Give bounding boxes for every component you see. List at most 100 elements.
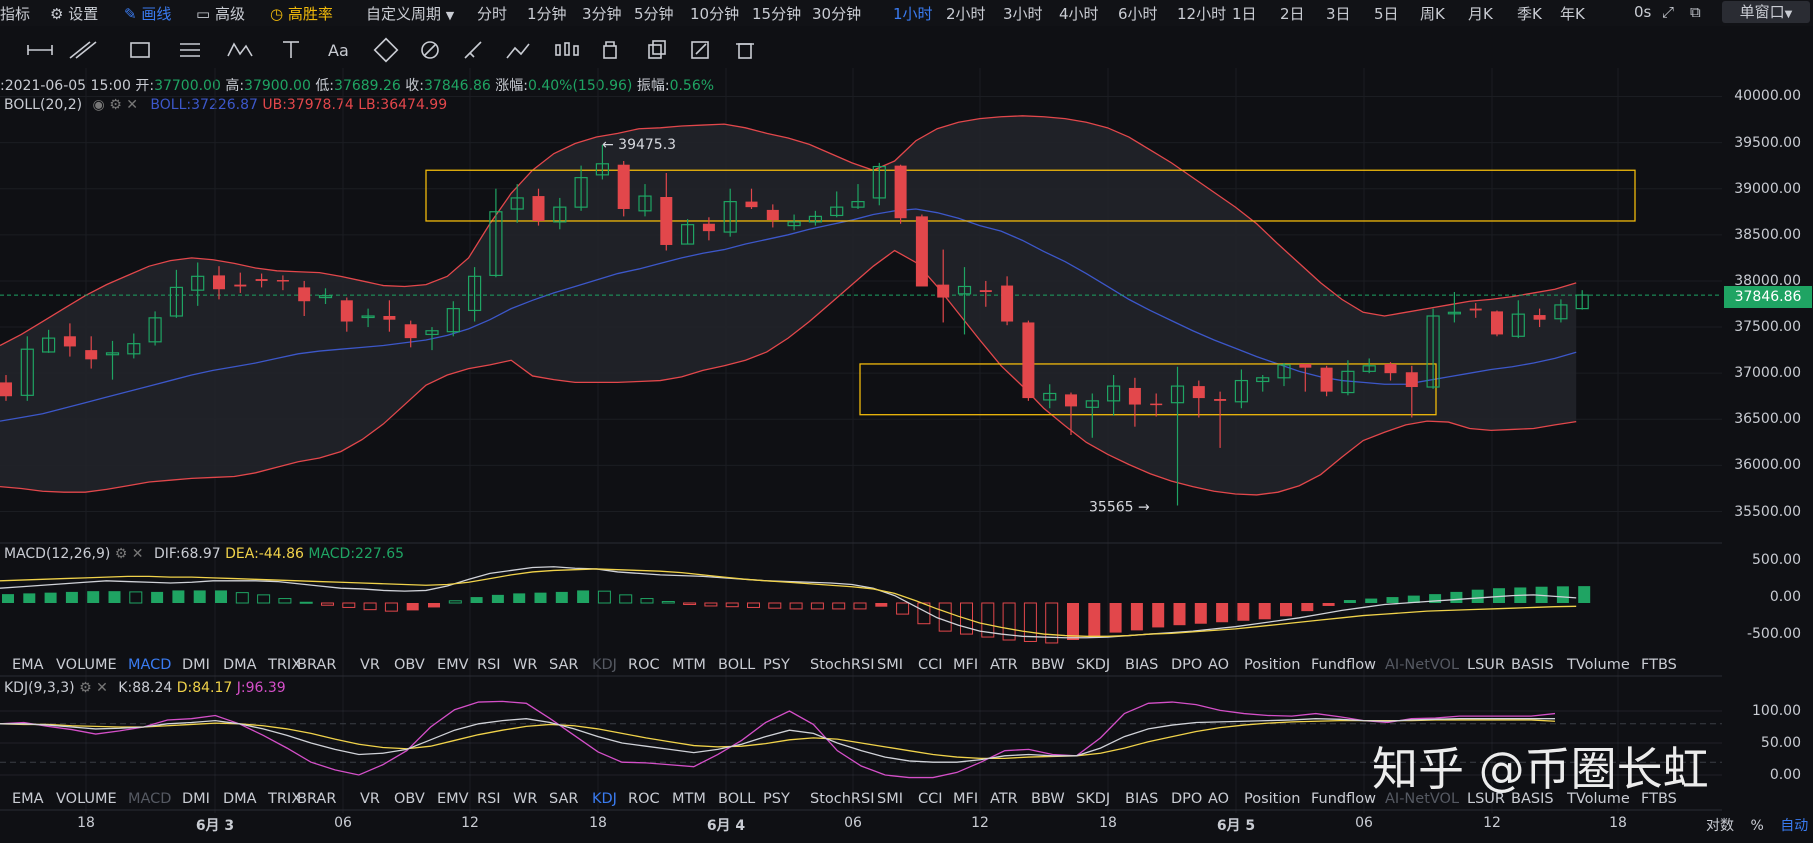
indicator-tab-vr[interactable]: VR	[360, 791, 380, 807]
indicator-tab-lsur[interactable]: LSUR	[1467, 657, 1505, 673]
period-18[interactable]: 月K	[1468, 5, 1493, 23]
indicator-tab-volume[interactable]: VOLUME	[56, 657, 117, 673]
indicator-tab-smi[interactable]: SMI	[877, 791, 903, 807]
indicator-tab-psy[interactable]: PSY	[763, 791, 790, 807]
percent-scale-button[interactable]: %	[1750, 818, 1764, 834]
indicator-tab-bias[interactable]: BIAS	[1125, 791, 1159, 807]
indicator-tab-basis[interactable]: BASIS	[1511, 657, 1554, 673]
parallel-line-tool-icon[interactable]	[69, 41, 97, 59]
period-8[interactable]: 2小时	[946, 5, 986, 23]
period-1[interactable]: 1分钟	[527, 5, 567, 23]
font-tool-icon[interactable]: Aa	[328, 41, 349, 60]
period-16[interactable]: 5日	[1374, 5, 1399, 23]
advanced-button[interactable]: ▭ 高级	[196, 5, 245, 23]
custom-period-dropdown[interactable]: 自定义周期 ▼	[366, 5, 455, 23]
text-tool-icon[interactable]	[283, 41, 299, 58]
indicator-tab-basis[interactable]: BASIS	[1511, 791, 1554, 807]
indicator-tab-ai-netvol[interactable]: AI-NetVOL	[1385, 791, 1460, 807]
indicator-tab-trix[interactable]: TRIX	[268, 791, 302, 807]
indicator-tab-bias[interactable]: BIAS	[1125, 657, 1159, 673]
trash-icon[interactable]	[736, 43, 754, 59]
indicator-tab-lsur[interactable]: LSUR	[1467, 791, 1505, 807]
indicator-tab-wr[interactable]: WR	[513, 791, 538, 807]
indicator-tab-macd[interactable]: MACD	[128, 657, 172, 673]
period-7[interactable]: 1小时	[893, 5, 933, 23]
indicator-tab-cci[interactable]: CCI	[918, 791, 943, 807]
eye-icon[interactable]: ◉	[92, 97, 105, 113]
gear-icon[interactable]: ⚙	[109, 97, 122, 113]
indicators-button[interactable]: 指标	[0, 5, 31, 23]
indicator-tab-tvolume[interactable]: TVolume	[1567, 657, 1630, 673]
screenshot-icon[interactable]: ⧉	[1690, 3, 1701, 21]
indicator-tab-cci[interactable]: CCI	[918, 657, 943, 673]
indicator-tab-obv[interactable]: OBV	[394, 791, 425, 807]
indicator-tab-macd[interactable]: MACD	[128, 791, 172, 807]
channel-tool-icon[interactable]	[180, 43, 200, 57]
indicator-tab-skdj[interactable]: SKDJ	[1076, 657, 1111, 673]
period-14[interactable]: 2日	[1280, 5, 1305, 23]
close-icon[interactable]: ✕	[96, 680, 108, 696]
indicator-tab-skdj[interactable]: SKDJ	[1076, 791, 1111, 807]
settings-button[interactable]: ⚙ 设置	[50, 5, 99, 23]
indicator-tab-brar[interactable]: BRAR	[297, 657, 337, 673]
period-5[interactable]: 15分钟	[752, 5, 802, 23]
horizontal-line-tool-icon[interactable]	[27, 45, 53, 55]
indicator-tab-emv[interactable]: EMV	[437, 791, 469, 807]
ruler-tool-icon[interactable]	[464, 41, 482, 59]
indicator-tab-mtm[interactable]: MTM	[672, 791, 706, 807]
lock-tool-icon[interactable]	[603, 41, 617, 59]
period-3[interactable]: 5分钟	[634, 5, 674, 23]
indicator-tab-boll[interactable]: BOLL	[718, 791, 756, 807]
indicator-tab-dpo[interactable]: DPO	[1171, 657, 1203, 673]
indicator-tab-stochrsi[interactable]: StochRSI	[810, 791, 875, 807]
indicator-tab-roc[interactable]: ROC	[628, 657, 660, 673]
indicator-tab-bbw[interactable]: BBW	[1031, 657, 1065, 673]
indicator-tab-mtm[interactable]: MTM	[672, 657, 706, 673]
indicator-tab-dpo[interactable]: DPO	[1171, 791, 1203, 807]
indicator-tab-mfi[interactable]: MFI	[953, 791, 979, 807]
indicator-tab-dma[interactable]: DMA	[223, 657, 257, 673]
indicator-tab-roc[interactable]: ROC	[628, 791, 660, 807]
period-2[interactable]: 3分钟	[582, 5, 622, 23]
indicator-tab-ftbs[interactable]: FTBS	[1641, 791, 1677, 807]
indicator-tab-rsi[interactable]: RSI	[477, 657, 501, 673]
brush-tool-icon[interactable]	[506, 43, 530, 59]
candles-tool-icon[interactable]	[555, 42, 579, 56]
period-19[interactable]: 季K	[1517, 5, 1542, 23]
indicator-tab-position[interactable]: Position	[1244, 791, 1301, 807]
indicator-tab-volume[interactable]: VOLUME	[56, 791, 117, 807]
indicator-tab-wr[interactable]: WR	[513, 657, 538, 673]
indicator-tab-sar[interactable]: SAR	[549, 657, 579, 673]
winrate-button[interactable]: ◷ 高胜率	[270, 5, 333, 23]
fib-tool-icon[interactable]	[373, 37, 399, 63]
period-17[interactable]: 周K	[1420, 5, 1445, 23]
indicator-tab-tvolume[interactable]: TVolume	[1567, 791, 1630, 807]
magnet-tool-icon[interactable]	[421, 41, 439, 59]
draw-button[interactable]: ✎ 画线	[124, 5, 172, 23]
indicator-tab-atr[interactable]: ATR	[990, 791, 1018, 807]
window-mode-dropdown[interactable]: 单窗口▼	[1722, 1, 1810, 23]
period-9[interactable]: 3小时	[1003, 5, 1043, 23]
period-15[interactable]: 3日	[1326, 5, 1351, 23]
kline-chart[interactable]: ← 39475.3 35565 →	[0, 68, 1722, 813]
period-13[interactable]: 1日	[1232, 5, 1257, 23]
indicator-tab-position[interactable]: Position	[1244, 657, 1301, 673]
indicator-tab-emv[interactable]: EMV	[437, 657, 469, 673]
copy-tool-icon[interactable]	[648, 40, 666, 59]
period-12[interactable]: 12小时	[1177, 5, 1227, 23]
period-6[interactable]: 30分钟	[812, 5, 862, 23]
indicator-tab-atr[interactable]: ATR	[990, 657, 1018, 673]
period-0[interactable]: 分时	[477, 5, 508, 23]
indicator-tab-dmi[interactable]: DMI	[182, 657, 210, 673]
gear-icon[interactable]: ⚙	[114, 546, 128, 562]
period-11[interactable]: 6小时	[1118, 5, 1158, 23]
indicator-tab-obv[interactable]: OBV	[394, 657, 425, 673]
close-icon[interactable]: ✕	[126, 97, 138, 113]
indicator-tab-kdj[interactable]: KDJ	[592, 791, 617, 807]
edit-tool-icon[interactable]	[691, 41, 709, 59]
indicator-tab-fundflow[interactable]: Fundflow	[1311, 657, 1376, 673]
indicator-tab-brar[interactable]: BRAR	[297, 791, 337, 807]
period-10[interactable]: 4小时	[1059, 5, 1099, 23]
indicator-tab-kdj[interactable]: KDJ	[592, 657, 617, 673]
indicator-tab-ema[interactable]: EMA	[12, 791, 44, 807]
